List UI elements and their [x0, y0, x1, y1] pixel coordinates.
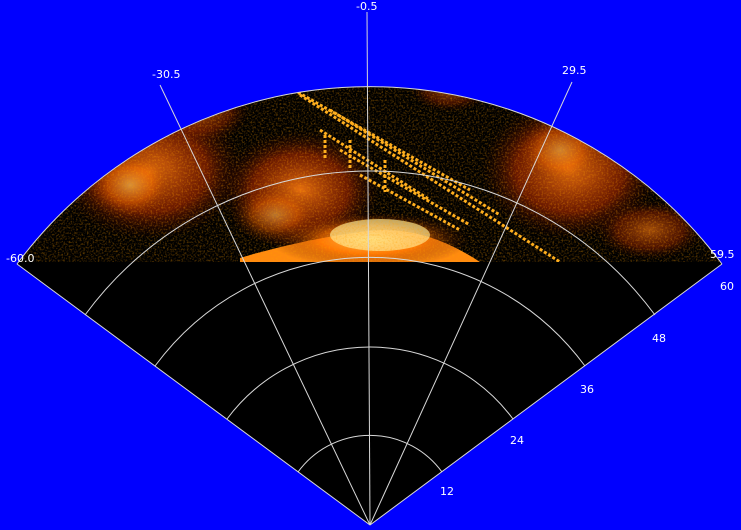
angle-label-0: -0.5	[356, 0, 377, 13]
angle-label-pos60: 59.5	[710, 248, 735, 261]
range-labels: 12 24 36 48 60	[440, 280, 734, 498]
speckle-texture	[17, 86, 722, 262]
range-label-36: 36	[580, 383, 594, 396]
range-label-48: 48	[652, 332, 666, 345]
range-rings	[16, 86, 723, 473]
angle-label-neg30: -30.5	[152, 68, 180, 81]
angle-labels: -60.0 -30.5 -0.5 29.5 59.5	[6, 0, 735, 265]
range-label-12: 12	[440, 485, 454, 498]
near-field-blank	[17, 262, 722, 525]
range-label-24: 24	[510, 434, 524, 447]
bearing-lines	[16, 11, 723, 526]
angle-label-neg60: -60.0	[6, 252, 34, 265]
range-label-60: 60	[720, 280, 734, 293]
angle-label-pos30: 29.5	[562, 64, 587, 77]
